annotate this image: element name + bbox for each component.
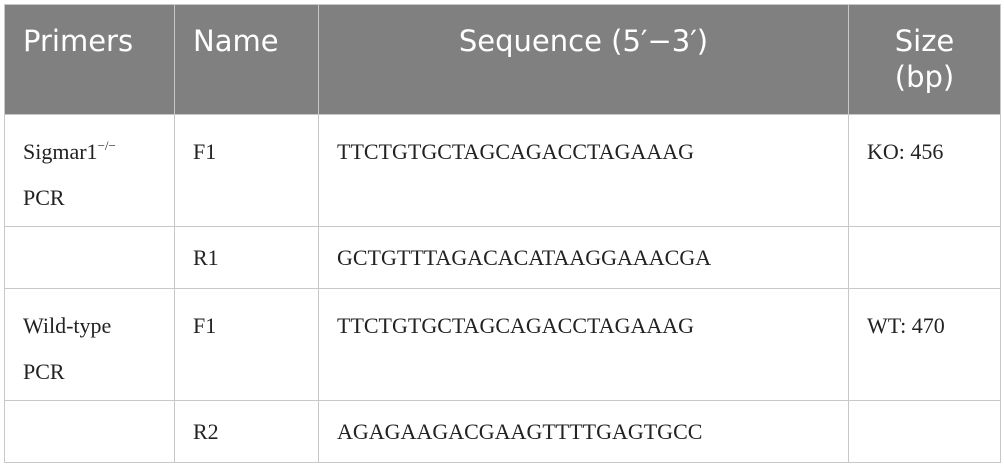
cell: AGAGAAGACGAAGTTTTGAGTGCC xyxy=(318,400,849,463)
cell: R2 xyxy=(174,400,319,463)
cell: F1 xyxy=(174,114,319,227)
cell: GCTGTTTAGACACATAAGGAAACGA xyxy=(318,226,849,289)
cell xyxy=(4,226,175,289)
superscript: −/− xyxy=(97,138,116,153)
header-row: Primers Name Sequence (5′−3′) Size (bp) xyxy=(4,4,1001,115)
header-cell: Primers xyxy=(4,4,175,115)
cell-text: PCR xyxy=(23,185,65,210)
cell: WT: 470 xyxy=(848,288,1001,401)
row: R2 AGAGAAGACGAAGTTTTGAGTGCC xyxy=(4,400,1001,463)
cell-text: Sigmar1 xyxy=(23,139,98,164)
cell: F1 xyxy=(174,288,319,401)
primer-table: Primers Name Sequence (5′−3′) Size (bp) … xyxy=(4,4,1001,463)
header-cell: Name xyxy=(174,4,319,115)
cell xyxy=(4,400,175,463)
cell xyxy=(848,400,1001,463)
cell: Wild-type PCR xyxy=(4,288,175,401)
header-cell: Size (bp) xyxy=(848,4,1001,115)
row: Sigmar1−/− PCR F1 TTCTGTGCTAGCAGACCTAGAAA… xyxy=(4,114,1001,227)
row: R1 GCTGTTTAGACACATAAGGAAACGA xyxy=(4,226,1001,289)
cell: TTCTGTGCTAGCAGACCTAGAAAG xyxy=(318,114,849,227)
cell xyxy=(848,226,1001,289)
cell: TTCTGTGCTAGCAGACCTAGAAAG xyxy=(318,288,849,401)
cell: KO: 456 xyxy=(848,114,1001,227)
row: Wild-type PCR F1 TTCTGTGCTAGCAGACCTAGAAA… xyxy=(4,288,1001,401)
cell: R1 xyxy=(174,226,319,289)
header-cell: Sequence (5′−3′) xyxy=(318,4,849,115)
cell: Sigmar1−/− PCR xyxy=(4,114,175,227)
